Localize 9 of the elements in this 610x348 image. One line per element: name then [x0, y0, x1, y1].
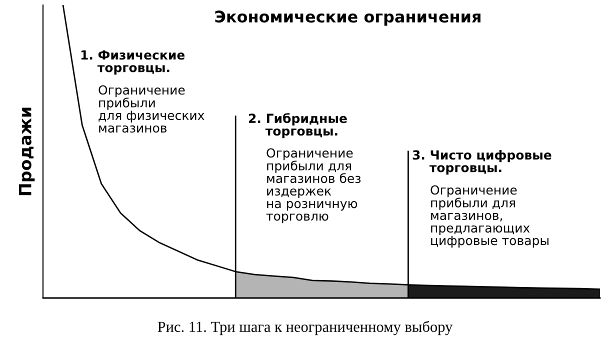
annotation: Ограничение прибыли для магазинов, предлагающих цифровые товары: [430, 185, 548, 248]
text: Рис. 11. Три шага к неограниченному выбору: [158, 320, 453, 336]
annotation: Ограничение прибыли для физических магазинов: [98, 85, 204, 133]
annotation: 3. Чисто цифровые торговцы.: [412, 150, 552, 175]
annotation: 1. Физические торговцы.: [81, 50, 185, 75]
chart-title: Экономические ограничения: [215, 10, 480, 26]
annotation: 2. Гибридные торговцы.: [248, 113, 347, 138]
y-axis-title: Продажи: [19, 108, 35, 196]
annotation: Ограничение прибыли для магазинов без издержек на розничную торговлю: [266, 148, 361, 224]
